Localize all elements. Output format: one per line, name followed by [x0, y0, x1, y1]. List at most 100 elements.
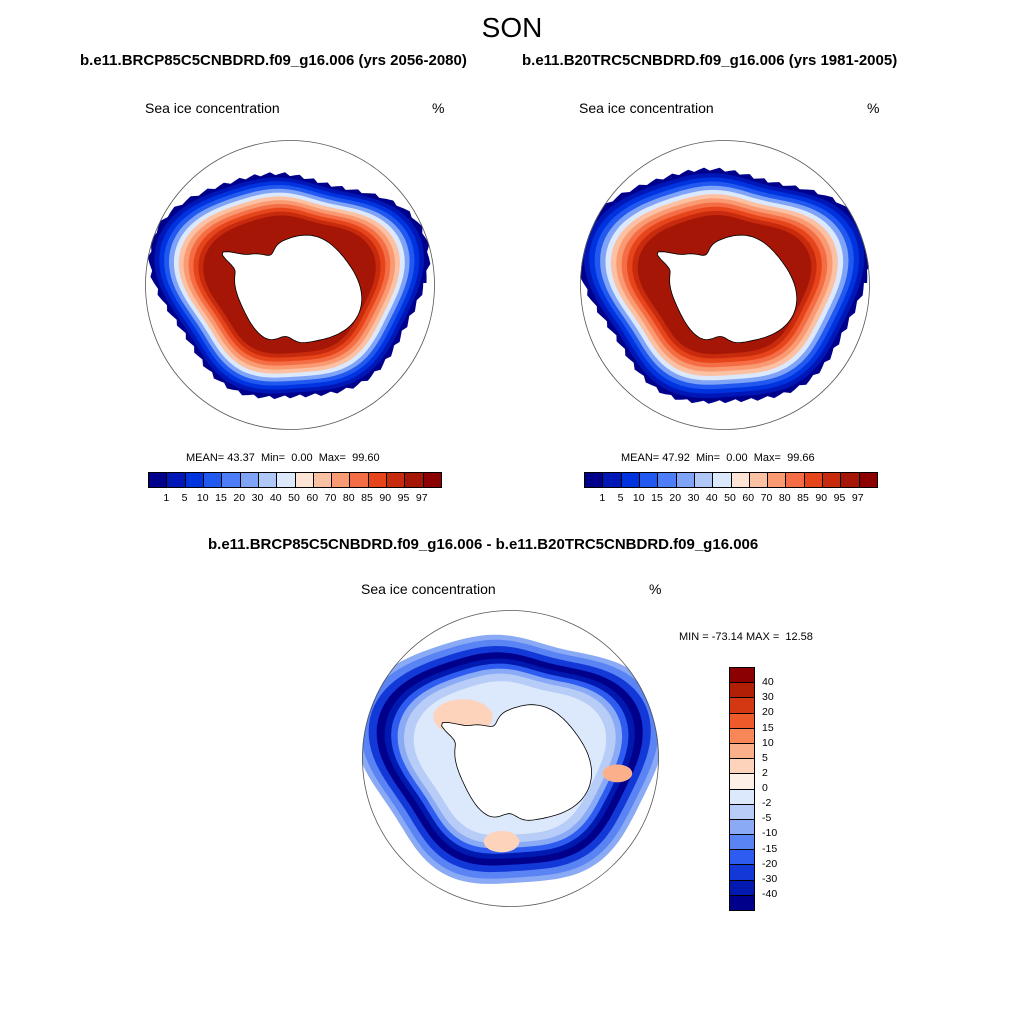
- colorbar-tick-label: 50: [288, 492, 300, 504]
- colorbar-tick-label: 1: [599, 492, 606, 504]
- colorbar-tick-label: 5: [762, 751, 768, 764]
- colorbar-box: [841, 473, 860, 487]
- colorbar-box: [368, 473, 388, 487]
- colorbar-tick-label: 60: [742, 492, 755, 504]
- difference-units-label: %: [649, 581, 662, 597]
- colorbar-box: [731, 473, 750, 487]
- positive-anomaly-patch: [483, 830, 520, 853]
- colorbar-box: [859, 473, 877, 487]
- difference-colorbar-ticks: 40 30 20 15 10 5 2 0 -2 -5 -10 -15 -20 -30 -40: [762, 667, 802, 909]
- panel1-stats: MEAN= 43.37 Min= 0.00 Max= 99.60: [186, 452, 380, 464]
- antarctica-landmass: [221, 234, 363, 344]
- colorbar-box: [730, 683, 754, 699]
- panel2-colorbar: [584, 472, 878, 488]
- panel2-stats: MEAN= 47.92 Min= 0.00 Max= 99.66: [621, 452, 815, 464]
- colorbar-box: [730, 759, 754, 775]
- colorbar-tick-label: 60: [306, 492, 319, 504]
- colorbar-tick-label: 15: [215, 492, 227, 504]
- panel1-polar-map: [145, 140, 435, 430]
- colorbar-tick-label: 0: [762, 782, 768, 794]
- map-boundary: [145, 140, 435, 430]
- colorbar-box: [823, 473, 842, 487]
- colorbar-tick-label: 97: [851, 492, 864, 504]
- colorbar-tick-label: 85: [361, 492, 373, 504]
- panel1-colorbar: [148, 472, 442, 488]
- colorbar-box: [258, 473, 278, 487]
- colorbar-box: [332, 473, 351, 487]
- colorbar-box: [730, 774, 754, 790]
- colorbar-box: [804, 473, 824, 487]
- colorbar-tick-label: 40: [705, 492, 718, 504]
- colorbar-box: [277, 473, 296, 487]
- colorbar-tick-label: 10: [196, 492, 209, 504]
- colorbar-tick-label: 80: [778, 492, 791, 504]
- colorbar-tick-label: 20: [669, 492, 682, 504]
- colorbar-box: [694, 473, 714, 487]
- colorbar-box: [350, 473, 369, 487]
- antarctica-landmass: [441, 704, 592, 821]
- colorbar-tick-label: -30: [762, 872, 778, 885]
- colorbar-tick-label: 97: [415, 492, 428, 504]
- colorbar-tick-label: 95: [833, 492, 846, 504]
- colorbar-box: [222, 473, 241, 487]
- colorbar-box: [149, 473, 168, 487]
- colorbar-box: [730, 880, 754, 896]
- difference-colorbar: [729, 667, 755, 911]
- colorbar-tick-label: 10: [632, 492, 645, 504]
- difference-title: b.e11.BRCP85C5CNBDRD.f09_g16.006 - b.e11…: [208, 536, 759, 553]
- panel2-variable-label: Sea ice concentration: [579, 100, 714, 116]
- colorbar-box: [313, 473, 333, 487]
- colorbar-tick-label: 40: [269, 492, 282, 504]
- map-boundary: [580, 140, 870, 430]
- colorbar-tick-label: 30: [251, 492, 264, 504]
- colorbar-box: [405, 473, 424, 487]
- colorbar-box: [639, 473, 659, 487]
- colorbar-tick-label: 5: [181, 492, 188, 504]
- case1-title: b.e11.BRCP85C5CNBDRD.f09_g16.006 (yrs 20…: [80, 52, 467, 69]
- colorbar-box: [585, 473, 604, 487]
- colorbar-box: [768, 473, 787, 487]
- colorbar-box: [730, 895, 754, 910]
- antarctica-landmass: [656, 234, 798, 344]
- colorbar-box: [621, 473, 640, 487]
- colorbar-tick-label: -10: [762, 827, 778, 840]
- panel1-units-label: %: [432, 100, 445, 116]
- colorbar-box: [203, 473, 223, 487]
- colorbar-box: [730, 698, 754, 714]
- colorbar-box: [676, 473, 695, 487]
- colorbar-box: [658, 473, 677, 487]
- colorbar-tick-label: 90: [379, 492, 392, 504]
- colorbar-box: [185, 473, 204, 487]
- colorbar-tick-label: 90: [815, 492, 828, 504]
- colorbar-box: [730, 713, 754, 729]
- colorbar-tick-label: 50: [724, 492, 736, 504]
- difference-min-max: MIN = -73.14 MAX = 12.58: [679, 631, 813, 643]
- colorbar-box: [295, 473, 314, 487]
- colorbar-box: [749, 473, 769, 487]
- colorbar-tick-label: 70: [760, 492, 773, 504]
- colorbar-tick-label: 5: [617, 492, 624, 504]
- colorbar-box: [730, 789, 754, 805]
- colorbar-box: [730, 850, 754, 866]
- difference-polar-map: [362, 610, 659, 907]
- colorbar-box: [713, 473, 732, 487]
- season-title: SON: [481, 12, 543, 43]
- colorbar-tick-label: 10: [762, 736, 774, 749]
- colorbar-tick-label: 30: [762, 691, 774, 704]
- difference-variable-label: Sea ice concentration: [361, 581, 496, 597]
- colorbar-tick-label: -15: [762, 842, 778, 855]
- colorbar-tick-label: -20: [762, 857, 778, 870]
- colorbar-box: [730, 804, 754, 820]
- colorbar-tick-label: 70: [324, 492, 337, 504]
- colorbar-tick-label: 20: [762, 706, 774, 719]
- colorbar-tick-label: 20: [233, 492, 246, 504]
- colorbar-tick-label: 2: [762, 766, 768, 779]
- positive-anomaly-patch: [602, 764, 633, 783]
- colorbar-box: [240, 473, 259, 487]
- panel2-colorbar-ticks: 1 5 10 15 20 30 40 50 60 70 80 85 90 95 97: [584, 492, 876, 506]
- colorbar-tick-label: -40: [762, 887, 778, 900]
- panel1-colorbar-ticks: 1 5 10 15 20 30 40 50 60 70 80 85 90 95 97: [148, 492, 440, 506]
- colorbar-box: [730, 865, 754, 881]
- panel1-variable-label: Sea ice concentration: [145, 100, 280, 116]
- colorbar-tick-label: 30: [687, 492, 700, 504]
